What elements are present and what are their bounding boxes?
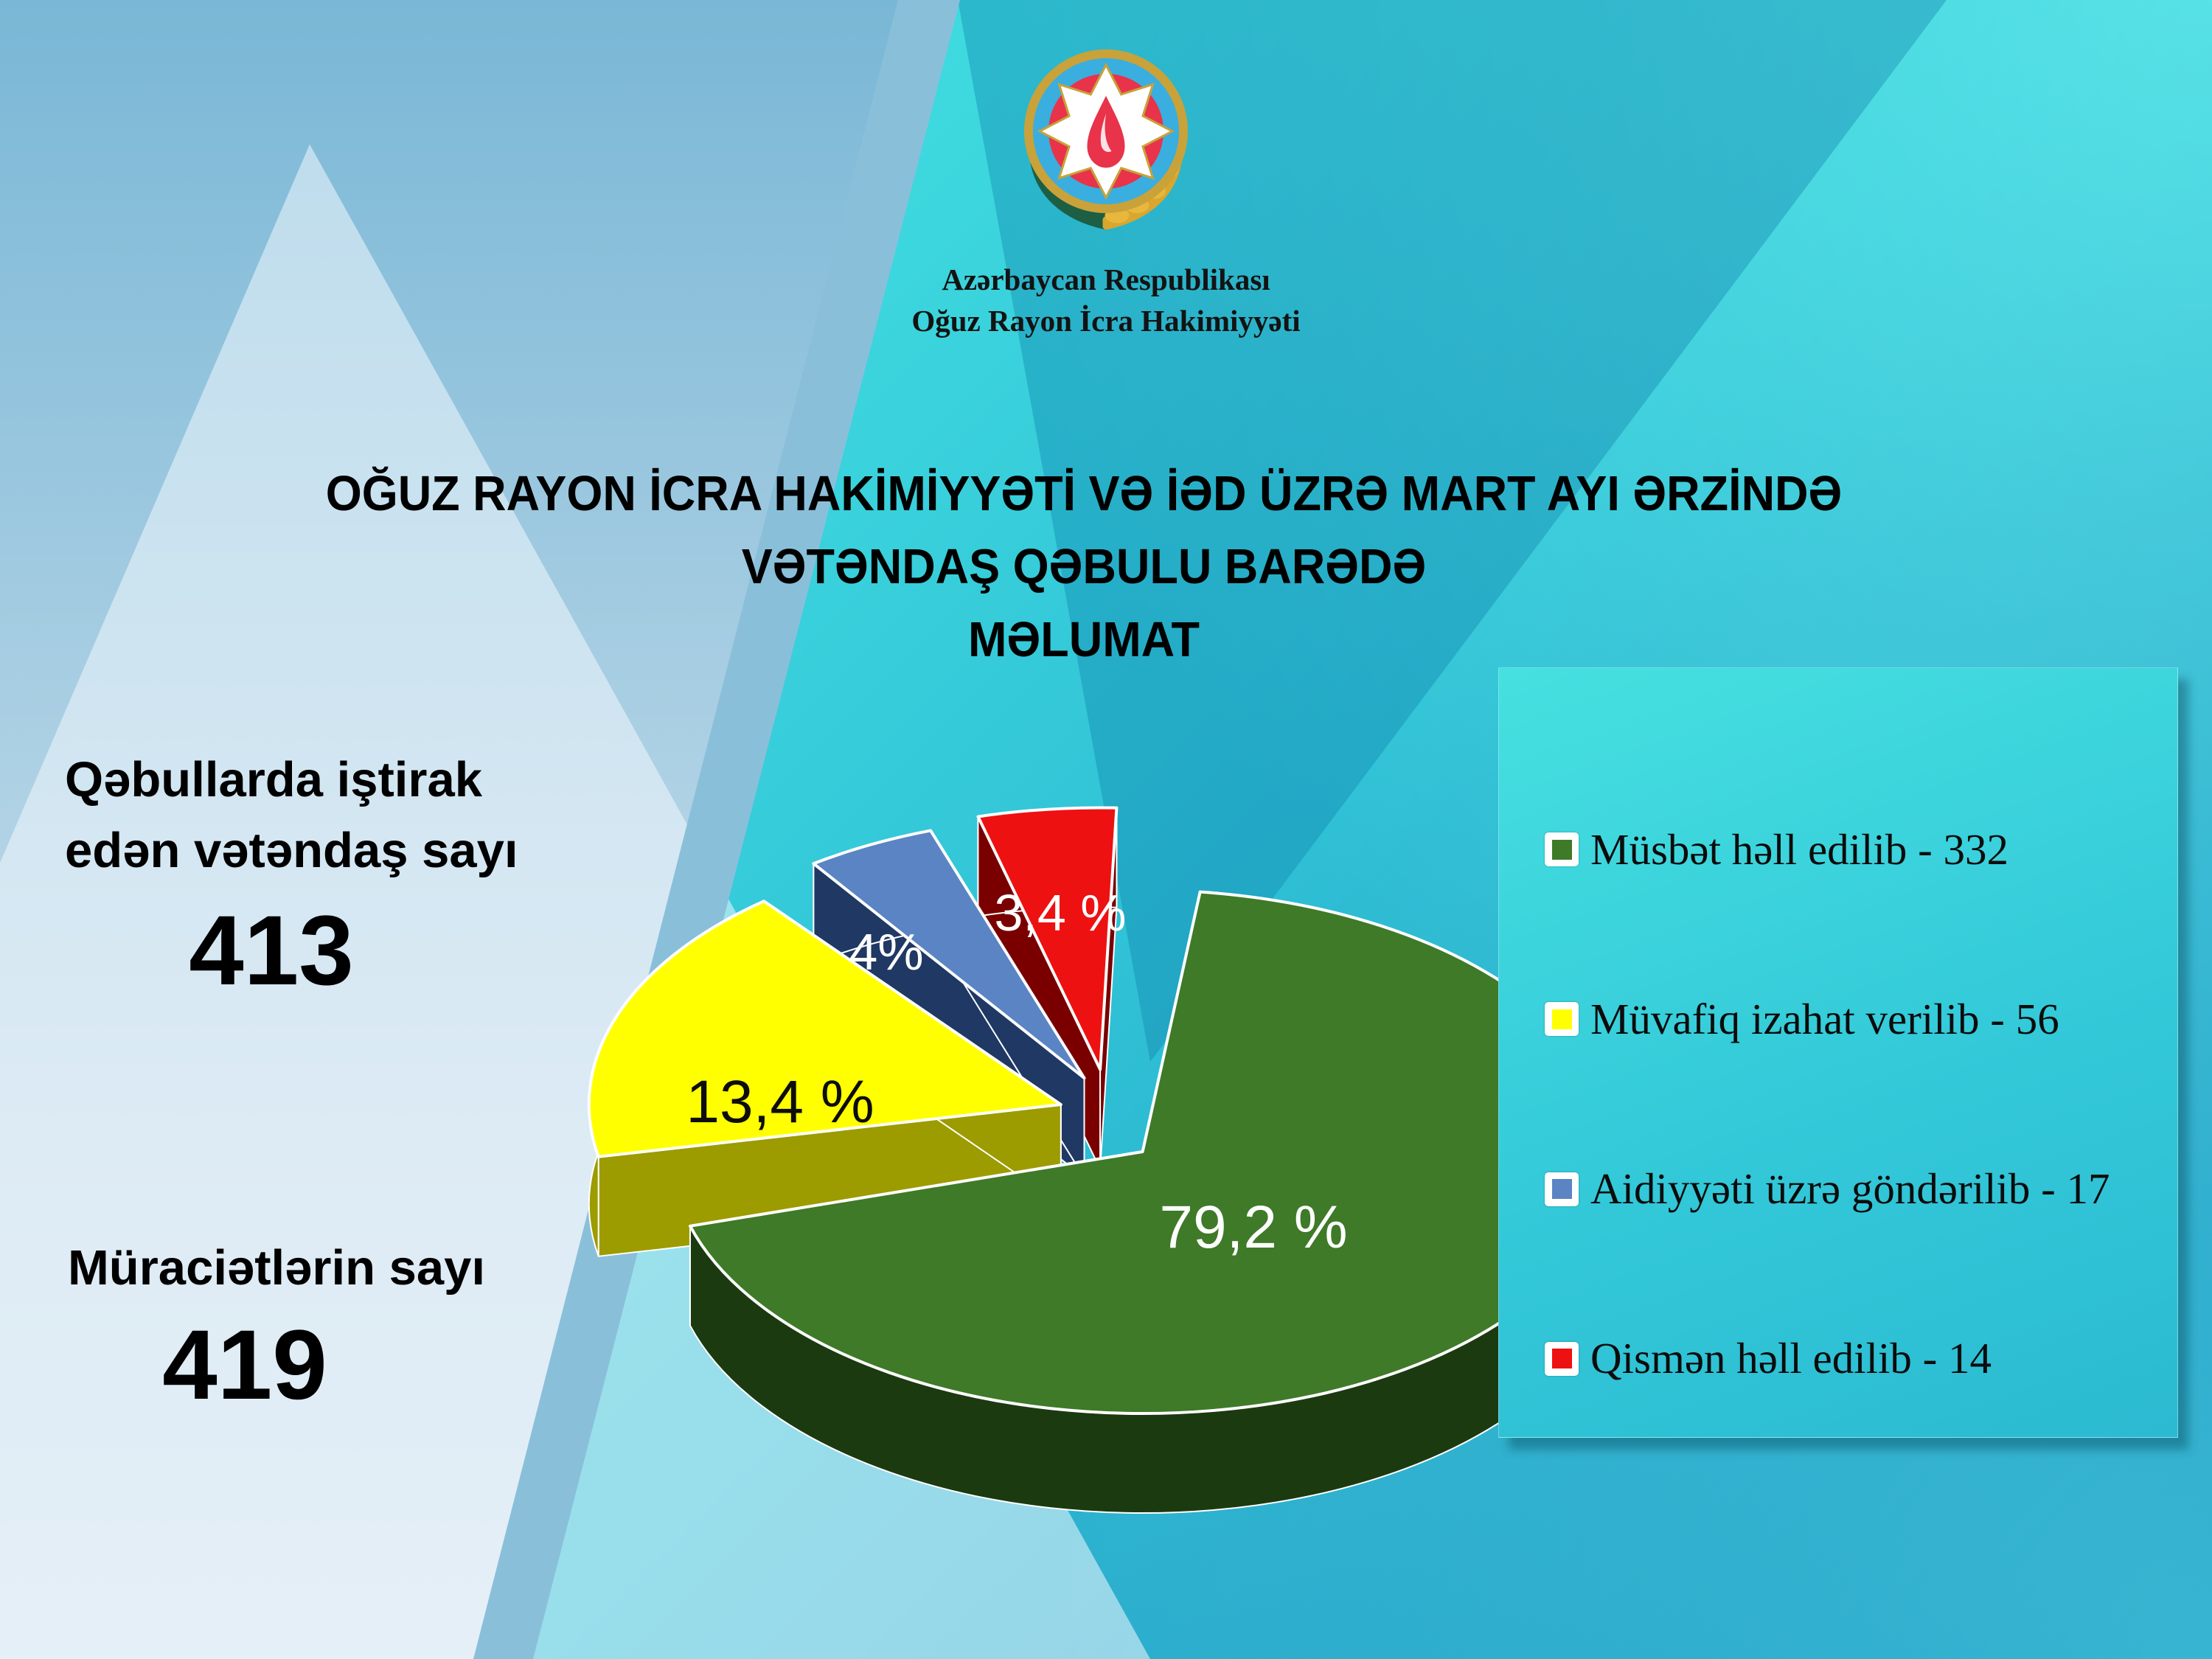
slide-title-line2: VƏTƏNDAŞ QƏBULU BARƏDƏ [741,539,1427,594]
legend-item-explained: Müvafiq izahat verilib - 56 [1545,985,2163,1053]
stat-citizens-value: 413 [189,896,354,1006]
org-name-line1: Azərbaycan Respublikası [942,262,1270,296]
chart-legend: Müsbət həll edilib - 332 Müvafiq izahat … [1498,667,2178,1438]
legend-item-partial: Qismən həll edilib - 14 [1545,1325,2163,1393]
legend-item-forwarded: Aidiyyəti üzrə göndərilib - 17 [1545,1155,2163,1223]
header: Azərbaycan Respublikası Oğuz Rayon İcra … [0,29,2212,341]
legend-label: Müvafiq izahat verilib - 56 [1590,994,2059,1043]
azerbaijan-emblem-icon [1024,49,1188,230]
slide-title-line3: MƏLUMAT [968,612,1200,667]
pie-slice-label: 4% [849,923,923,981]
legend-marker-red-icon [1545,1341,1579,1376]
pie-slice-label: 3,4 % [995,884,1127,942]
legend-label: Müsbət həll edilib - 332 [1590,824,2008,874]
stat-citizens: Qəbullarda iştirak edən vətəndaş sayı 41… [65,745,518,1003]
slide-title-line1: OĞUZ RAYON İCRA HAKİMİYYƏTİ VƏ İƏD ÜZRƏ … [325,466,1843,521]
pie-slice-label: 79,2 % [1159,1194,1347,1261]
stat-applications-label: Müraciətlərin sayı [68,1240,486,1295]
slide-title: OĞUZ RAYON İCRA HAKİMİYYƏTİ VƏ İƏD ÜZRƏ … [65,457,2103,676]
legend-marker-green-icon [1545,832,1579,866]
legend-marker-blue-icon [1545,1172,1579,1206]
stat-citizens-label-line1: Qəbullarda iştirak [65,752,482,807]
legend-label: Qismən həll edilib - 14 [1590,1334,1992,1383]
legend-item-positive: Müsbət həll edilib - 332 [1545,815,2163,883]
stat-citizens-label-line2: edən vətəndaş sayı [65,823,518,878]
stat-applications-value: 419 [162,1310,327,1420]
stat-applications: Müraciətlərin sayı 419 [68,1233,485,1417]
legend-label: Aidiyyəti üzrə göndərilib - 17 [1590,1164,2110,1214]
org-name-line2: Oğuz Rayon İcra Hakimiyyəti [911,304,1301,338]
pie-slice-label: 13,4 % [686,1068,874,1135]
legend-marker-yellow-icon [1545,1002,1579,1037]
